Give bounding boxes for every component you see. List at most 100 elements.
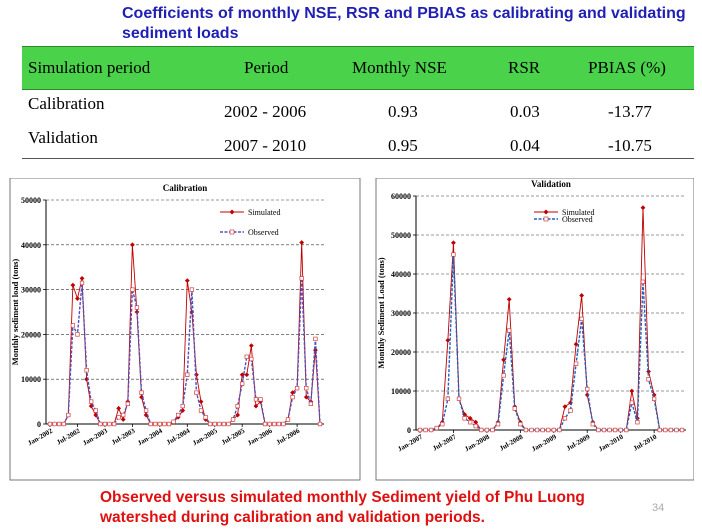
data-point-simulated (88, 403, 94, 409)
data-point-observed (668, 427, 674, 433)
data-point-observed (253, 397, 259, 402)
data-point-observed (529, 427, 534, 433)
legend-marker (543, 209, 549, 215)
data-point-observed (568, 408, 573, 413)
validation-chart: Validation 0 10000 20000 30000 40000 50000 6000… (375, 178, 694, 481)
data-point-observed (276, 421, 281, 427)
legend-label: Observed (562, 215, 593, 224)
cell-period: 2002 - 2006 (224, 102, 307, 121)
data-point-observed (501, 373, 506, 378)
data-point-observed (230, 417, 236, 422)
y-tick-label: 30000 (21, 286, 41, 295)
data-point-simulated (573, 341, 579, 347)
chart-title: Calibration (163, 183, 208, 193)
data-point-simulated (244, 372, 250, 378)
data-point-observed (674, 427, 679, 433)
data-point-observed (166, 421, 172, 427)
data-point-observed (130, 287, 135, 292)
data-point-observed (468, 420, 473, 425)
data-point-observed (518, 422, 523, 427)
data-point-simulated (143, 412, 149, 418)
data-point-observed (462, 416, 467, 421)
data-point-observed (217, 421, 222, 427)
data-point-observed (479, 427, 484, 433)
data-point-observed (618, 427, 623, 433)
data-point-observed (175, 412, 181, 418)
data-point-observed (512, 406, 517, 411)
data-point-observed (607, 427, 612, 433)
y-tick-label: 20000 (21, 330, 41, 339)
data-point-observed (657, 427, 662, 433)
data-point-observed (194, 390, 199, 395)
data-point-simulated (451, 240, 456, 246)
data-point-observed (134, 305, 140, 310)
data-point-observed (84, 368, 89, 373)
data-point-observed (308, 401, 313, 406)
header-pbias: PBIAS (%) (588, 58, 666, 77)
data-point-observed (180, 403, 185, 409)
data-point-observed (635, 420, 640, 425)
data-point-observed (434, 425, 439, 431)
data-point-observed (157, 421, 162, 427)
data-point-observed (523, 427, 529, 433)
data-point-observed (490, 427, 495, 433)
data-point-simulated (248, 343, 254, 348)
data-point-observed (221, 421, 227, 427)
data-point-observed (551, 427, 556, 433)
data-point-simulated (501, 357, 507, 363)
data-point-observed (61, 421, 66, 427)
data-point-observed (107, 421, 112, 427)
data-point-observed (440, 422, 445, 427)
data-point-observed (495, 422, 501, 427)
data-point-observed (162, 421, 167, 427)
cell-rsr: 0.03 (510, 102, 540, 121)
data-point-observed (249, 356, 254, 362)
series-line-observed (420, 254, 682, 431)
data-point-observed (116, 415, 121, 420)
data-point-observed (75, 332, 80, 337)
data-point-observed (299, 276, 304, 281)
cell-period: 2007 - 2010 (224, 136, 307, 155)
data-point-observed (79, 280, 85, 286)
y-tick-label: 0 (37, 420, 41, 429)
y-tick-label: 0 (407, 426, 411, 435)
data-point-observed (281, 421, 286, 427)
data-point-observed (203, 415, 208, 420)
legend-label: Simulated (248, 208, 280, 217)
slide-footer: Observed versus simulated monthly Sedime… (100, 488, 680, 528)
data-point-simulated (180, 408, 186, 413)
data-point-observed (456, 396, 462, 401)
data-point-observed (601, 427, 607, 433)
y-tick-label: 10000 (391, 387, 411, 396)
data-point-simulated (129, 242, 135, 248)
data-point-observed (507, 328, 512, 333)
y-tick-label: 50000 (391, 231, 411, 240)
data-point-observed (258, 397, 263, 402)
data-point-observed (198, 408, 204, 413)
data-point-simulated (467, 415, 473, 421)
data-point-observed (66, 412, 71, 418)
data-point-simulated (235, 412, 241, 418)
data-point-observed (562, 416, 568, 421)
data-point-observed (663, 427, 668, 433)
y-axis-label: Monthly sediment load (tons) (10, 259, 20, 366)
data-point-observed (304, 386, 309, 391)
data-point-observed (208, 421, 213, 427)
slide-title: Coefficients of monthly NSE, RSR and PBI… (122, 5, 686, 42)
data-point-observed (285, 417, 291, 422)
data-point-simulated (198, 399, 204, 404)
data-point-simulated (116, 405, 122, 411)
data-point-simulated (506, 296, 512, 302)
data-point-observed (267, 421, 272, 427)
data-point-observed (585, 386, 590, 392)
y-axis-label: Monthly Sediment Load (tons) (376, 257, 386, 368)
data-point-observed (148, 421, 153, 427)
header-rsr: RSR (508, 58, 541, 77)
header-monthly-nse: Monthly NSE (352, 58, 447, 77)
data-point-observed (612, 427, 618, 433)
data-point-observed (534, 427, 540, 433)
data-point-observed (290, 394, 295, 400)
data-point-observed (679, 427, 685, 433)
data-point-observed (579, 316, 584, 322)
data-point-observed (272, 421, 277, 427)
